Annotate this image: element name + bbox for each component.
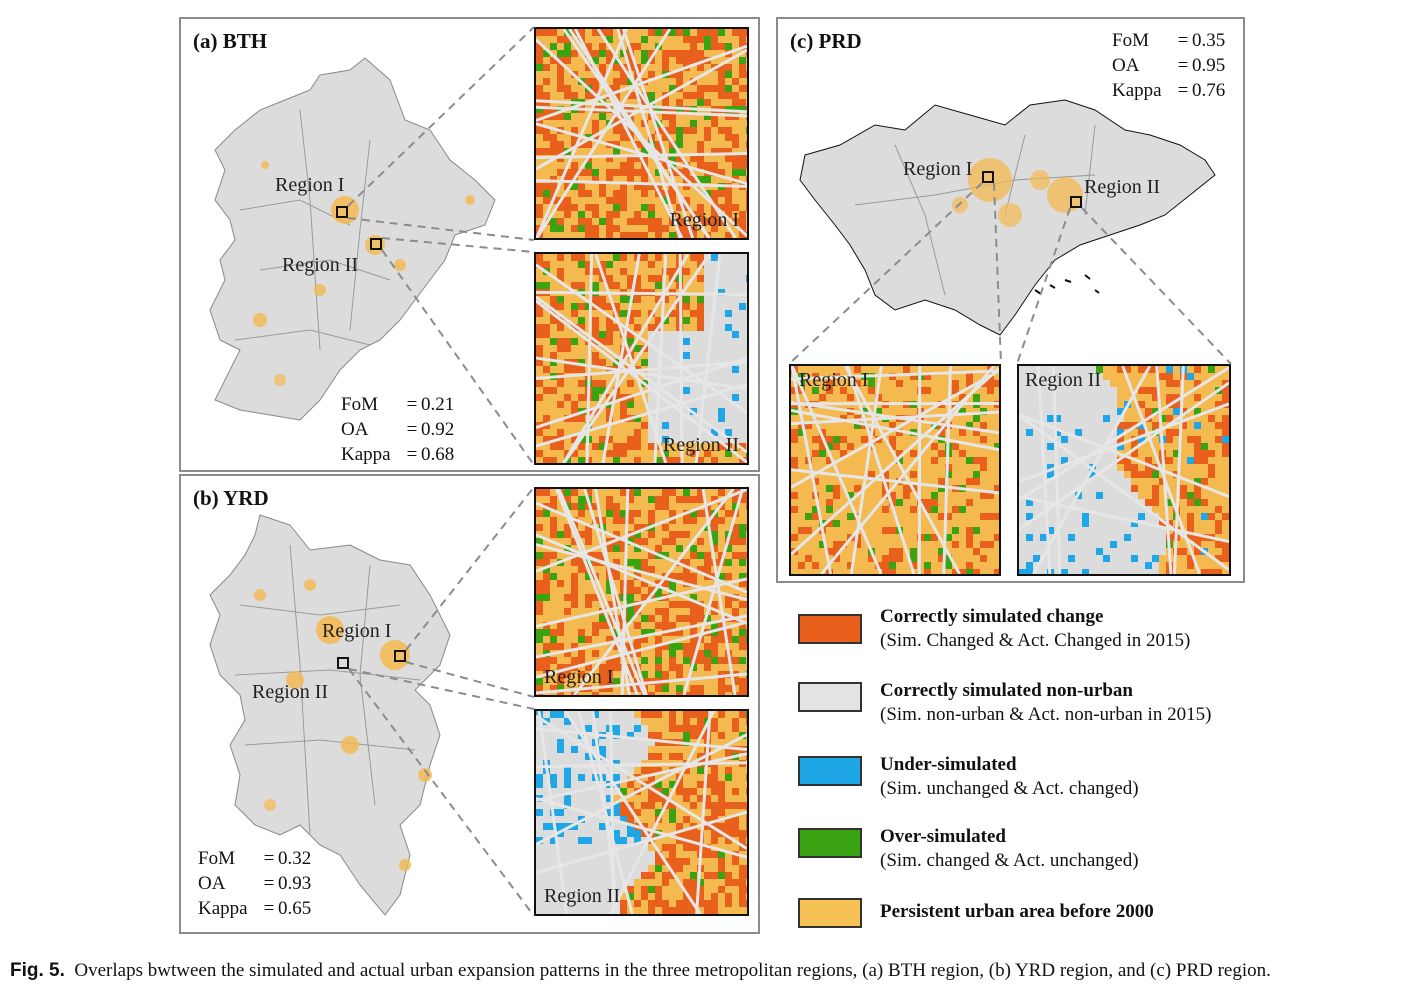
prd-map — [799, 99, 1216, 336]
fom-value: 0.35 — [1192, 30, 1226, 51]
figure-caption: Fig. 5. Overlaps bwtween the simulated a… — [10, 960, 1271, 982]
prd-region1-label: Region I — [903, 158, 973, 180]
bth-region2-inset: Region II — [534, 252, 749, 465]
legend-swatch — [798, 614, 862, 644]
bth-region1-marker — [336, 206, 348, 218]
prd-region1-inset: Region I — [789, 364, 1001, 576]
fom-value: 0.32 — [278, 848, 312, 869]
kappa-value: 0.76 — [1192, 80, 1226, 101]
fom-value: 0.21 — [421, 394, 455, 415]
urban-pattern — [536, 29, 747, 238]
kappa-value: 0.65 — [278, 898, 312, 919]
fom-label: FoM — [341, 394, 378, 415]
yrd-region2-label: Region II — [252, 681, 329, 703]
legend-desc: (Sim. unchanged & Act. changed) — [880, 778, 1139, 799]
oa-value: 0.95 — [1192, 55, 1226, 76]
oa-value: 0.92 — [421, 419, 455, 440]
inset-label: Region II — [662, 434, 739, 456]
equals-sign: = — [263, 848, 275, 869]
inset-label: Region I — [544, 666, 614, 688]
equals-sign: = — [406, 419, 418, 440]
prd-metrics: FoM = 0.35 OA = 0.95 Kappa = 0.76 — [1112, 28, 1225, 103]
equals-sign: = — [263, 898, 275, 919]
urban-pattern — [1019, 366, 1229, 574]
kappa-label: Kappa — [341, 444, 391, 465]
yrd-region1-label: Region I — [322, 620, 392, 642]
legend-desc: (Sim. non-urban & Act. non-urban in 2015… — [880, 704, 1212, 725]
legend-swatch — [798, 828, 862, 858]
yrd-region2-marker — [337, 657, 349, 669]
legend-swatch — [798, 756, 862, 786]
yrd-region1-marker — [394, 650, 406, 662]
inset-label: Region I — [799, 369, 869, 391]
kappa-label: Kappa — [198, 898, 248, 919]
inset-label: Region I — [669, 209, 739, 231]
equals-sign: = — [1177, 80, 1189, 101]
legend-title: Over-simulated — [880, 826, 1006, 847]
oa-value: 0.93 — [278, 873, 312, 894]
bth-region2-label: Region II — [282, 254, 359, 276]
prd-region2-label: Region II — [1084, 176, 1161, 198]
oa-label: OA — [341, 419, 369, 440]
prd-region2-marker — [1070, 196, 1082, 208]
bth-map — [209, 57, 496, 421]
bth-region1-inset: Region I — [534, 27, 749, 240]
yrd-region1-inset: Region I — [534, 487, 749, 697]
panel-title: (b) YRD — [193, 486, 269, 510]
oa-label: OA — [1112, 55, 1140, 76]
caption-label: Fig. 5. — [10, 960, 65, 981]
legend-title: Correctly simulated change — [880, 606, 1104, 627]
panel-title: (a) BTH — [193, 29, 268, 53]
caption-text: Overlaps bwtween the simulated and actua… — [74, 960, 1271, 981]
urban-pattern — [536, 254, 747, 463]
equals-sign: = — [1177, 55, 1189, 76]
urban-pattern — [536, 489, 747, 695]
equals-sign: = — [263, 873, 275, 894]
urban-pattern — [536, 711, 747, 914]
inset-label: Region II — [1025, 369, 1102, 391]
legend-desc: (Sim. Changed & Act. Changed in 2015) — [880, 630, 1191, 651]
inset-label: Region II — [544, 885, 621, 907]
legend-title: Persistent urban area before 2000 — [880, 901, 1154, 922]
bth-region2-marker — [370, 238, 382, 250]
fom-label: FoM — [1112, 30, 1149, 51]
panel-title: (c) PRD — [790, 29, 862, 53]
legend-title: Under-simulated — [880, 754, 1017, 775]
equals-sign: = — [1177, 30, 1189, 51]
equals-sign: = — [406, 444, 418, 465]
equals-sign: = — [406, 394, 418, 415]
legend-swatch — [798, 682, 862, 712]
oa-label: OA — [198, 873, 226, 894]
bth-region1-label: Region I — [275, 174, 345, 196]
kappa-value: 0.68 — [421, 444, 455, 465]
yrd-region2-inset: Region II — [534, 709, 749, 916]
legend-swatch — [798, 898, 862, 928]
bth-metrics: FoM = 0.21 OA = 0.92 Kappa = 0.68 — [341, 392, 454, 467]
kappa-label: Kappa — [1112, 80, 1162, 101]
urban-pattern — [791, 366, 999, 574]
prd-region2-inset: Region II — [1017, 364, 1231, 576]
legend-title: Correctly simulated non-urban — [880, 680, 1133, 701]
fom-label: FoM — [198, 848, 235, 869]
legend-desc: (Sim. changed & Act. unchanged) — [880, 850, 1139, 871]
prd-region1-marker — [982, 171, 994, 183]
yrd-metrics: FoM = 0.32 OA = 0.93 Kappa = 0.65 — [198, 846, 311, 921]
